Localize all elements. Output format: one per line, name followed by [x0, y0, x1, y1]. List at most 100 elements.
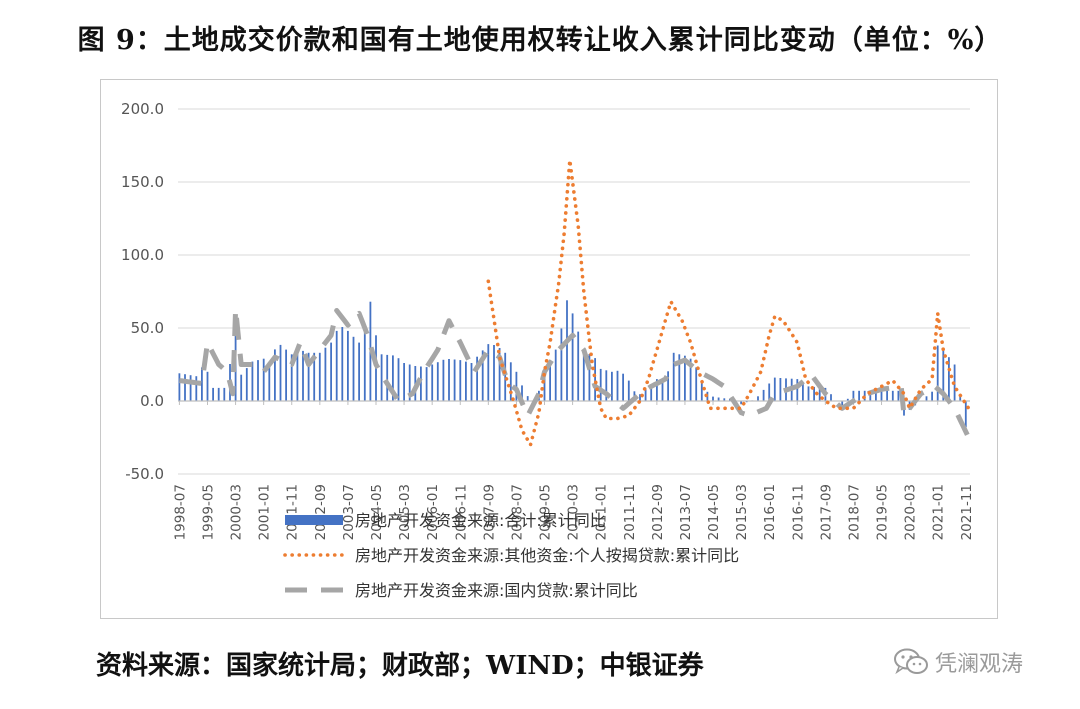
- bar: [465, 361, 467, 401]
- bar: [779, 378, 782, 401]
- bar: [818, 387, 821, 401]
- bar: [852, 390, 855, 401]
- x-tick-label: 1998-07: [172, 484, 188, 540]
- bar: [936, 345, 939, 401]
- bar: [431, 364, 434, 401]
- bar: [358, 342, 360, 401]
- bar: [302, 350, 304, 401]
- bar: [279, 344, 282, 401]
- bar: [453, 359, 456, 401]
- bar: [330, 342, 332, 401]
- bar: [802, 382, 804, 402]
- x-tick-label: 2007-09: [481, 484, 497, 540]
- bar: [335, 330, 338, 401]
- bar: [723, 398, 726, 401]
- legend-label: 房地产开发资金来源:合计:累计同比: [355, 511, 606, 530]
- bar: [611, 371, 613, 401]
- bar: [397, 358, 400, 401]
- bar: [813, 386, 815, 401]
- bar: [290, 354, 293, 401]
- bar: [644, 389, 647, 401]
- x-tick-label: 2016-01: [762, 484, 778, 540]
- bar: [245, 368, 248, 401]
- x-tick-label: 2006-01: [425, 484, 441, 540]
- x-tick-label: 2015-03: [734, 484, 750, 540]
- x-tick-label: 2014-05: [706, 484, 722, 540]
- y-tick-label: 0.0: [140, 392, 164, 410]
- bar: [201, 367, 203, 401]
- x-tick-label: 2000-03: [229, 484, 245, 540]
- bar: [436, 362, 439, 401]
- bar: [543, 377, 546, 401]
- bar: [257, 360, 259, 401]
- bar: [487, 344, 490, 401]
- bar: [403, 363, 405, 401]
- bar: [712, 396, 714, 401]
- bar: [285, 349, 287, 401]
- bar: [846, 398, 849, 401]
- bar: [880, 390, 883, 401]
- bar: [577, 331, 580, 401]
- bar: [448, 359, 450, 401]
- bar: [807, 386, 810, 401]
- bar: [599, 368, 602, 401]
- bar: [588, 354, 591, 401]
- x-tick-label: 2021-11: [959, 484, 975, 540]
- bar: [296, 351, 299, 401]
- bar: [470, 363, 473, 401]
- bar: [695, 367, 698, 401]
- x-tick-label: 2004-05: [369, 484, 385, 540]
- bar: [650, 384, 653, 401]
- bar: [521, 385, 523, 401]
- bar: [274, 349, 276, 401]
- bar: [925, 396, 928, 401]
- bar: [442, 359, 445, 401]
- bar: [678, 354, 681, 401]
- bar: [672, 352, 675, 401]
- x-tick-label: 2008-07: [509, 484, 525, 540]
- bar: [768, 383, 771, 401]
- bar: [964, 401, 967, 428]
- bar: [481, 350, 484, 401]
- bar: [773, 377, 776, 401]
- bar: [700, 382, 703, 401]
- bar: [891, 390, 894, 401]
- bar: [656, 379, 658, 401]
- wechat-icon: [894, 648, 928, 675]
- bar: [830, 394, 832, 401]
- bar: [717, 397, 720, 401]
- bar: [594, 358, 596, 401]
- bar: [476, 356, 478, 401]
- bar: [605, 370, 608, 401]
- bar: [195, 376, 198, 401]
- bar: [206, 371, 209, 401]
- bar: [566, 300, 568, 401]
- bar: [554, 349, 557, 401]
- bar: [740, 401, 742, 404]
- bar: [307, 352, 310, 401]
- bar: [689, 358, 692, 401]
- bar: [341, 327, 344, 401]
- legend-label: 房地产开发资金来源:国内贷款:累计同比: [355, 581, 638, 600]
- bar: [178, 373, 181, 401]
- bar: [380, 354, 383, 401]
- watermark: 凭澜观涛: [893, 646, 1023, 678]
- bar: [549, 363, 551, 401]
- bar: [959, 395, 962, 401]
- series-line-domestic-loans: [179, 306, 971, 439]
- bar: [189, 375, 192, 401]
- bar: [212, 387, 214, 401]
- bar: [841, 401, 844, 407]
- x-tick-label: 2013-07: [678, 484, 694, 540]
- bar: [875, 390, 877, 401]
- bar: [582, 349, 585, 401]
- bar: [493, 345, 495, 401]
- x-tick-label: 2002-09: [313, 484, 329, 540]
- x-tick-label: 2016-11: [790, 484, 806, 540]
- x-tick-label: 2020-03: [903, 484, 919, 540]
- bar: [217, 387, 220, 401]
- y-tick-label: 50.0: [131, 319, 164, 337]
- bar: [948, 357, 950, 401]
- bar: [560, 328, 563, 401]
